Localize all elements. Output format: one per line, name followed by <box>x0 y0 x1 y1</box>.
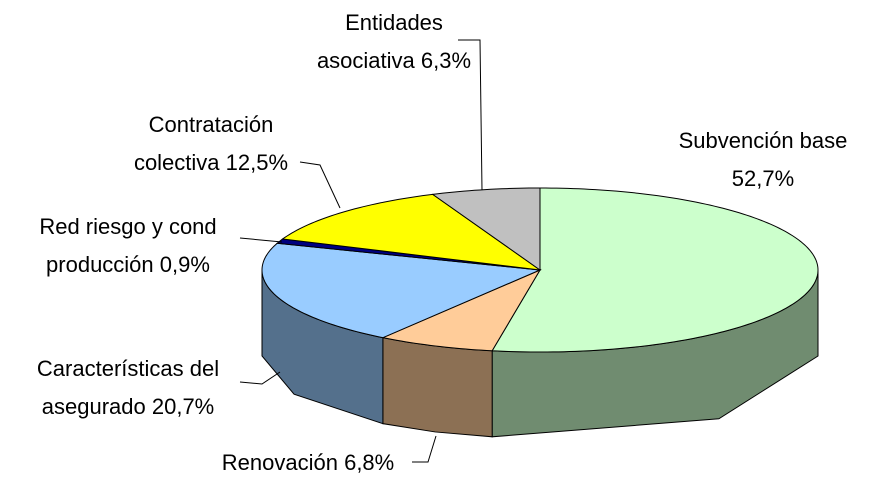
leader-line <box>239 237 283 243</box>
value-label: 6,8% <box>344 450 395 475</box>
slice-label: Contratación colectiva 12,5% <box>117 106 305 182</box>
pie-sides <box>261 269 819 438</box>
leader-lines <box>239 39 483 463</box>
category-label: Red riesgo y cond producción <box>39 214 217 277</box>
category-label: Contratación colectiva <box>133 112 274 175</box>
category-label: Características del asegurado <box>36 356 220 419</box>
slice-label: Características del asegurado 20,7% <box>13 350 243 426</box>
value-label: 20,7% <box>151 394 215 419</box>
slice <box>491 187 819 353</box>
leader-line <box>299 161 341 209</box>
category-label: Entidades asociativa <box>316 10 443 73</box>
slice <box>431 187 541 271</box>
pie-tops <box>261 187 819 353</box>
value-label: 6,3% <box>420 48 472 73</box>
value-label: 0,9% <box>159 252 210 277</box>
slice <box>281 193 541 271</box>
leader-line <box>412 435 437 463</box>
slice <box>261 242 542 339</box>
slice-label: Subvención base 52,7% <box>657 122 869 198</box>
slice-label: Renovación 6,8% <box>178 444 438 479</box>
leader-line <box>239 371 281 385</box>
value-label: 12,5% <box>225 150 289 175</box>
category-label: Subvención base <box>678 128 848 153</box>
value-label: 52,7% <box>731 166 795 191</box>
slice <box>381 268 542 352</box>
slice-label: Red riesgo y cond producción 0,9% <box>13 208 243 284</box>
slice-side <box>382 337 493 438</box>
slice-label: Entidades asociativa 6,3% <box>305 4 483 80</box>
leader-line <box>458 39 483 191</box>
category-label: Renovación <box>221 450 338 475</box>
